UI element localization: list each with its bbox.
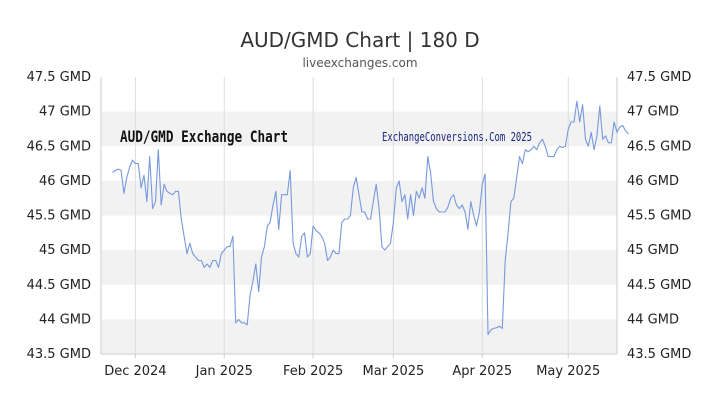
grid-band (101, 319, 617, 354)
series-line (112, 100, 629, 336)
y-tick-label-left: 44 GMD (39, 312, 91, 327)
y-tick-label-left: 46 GMD (39, 174, 91, 189)
watermark-left: AUD/GMD Exchange Chart (120, 127, 288, 146)
y-tick-label-left: 47 GMD (39, 105, 91, 120)
x-tick-label: May 2025 (536, 364, 600, 379)
x-tick-label: Apr 2025 (452, 364, 512, 379)
y-tick-label-left: 45 GMD (39, 243, 91, 258)
grid-band (101, 250, 617, 285)
watermark-right: ExchangeConversions.Com 2025 (382, 130, 532, 144)
y-tick-label-left: 47.5 GMD (27, 70, 91, 85)
y-tick-label-left: 43.5 GMD (27, 347, 91, 362)
y-tick-label-left: 46.5 GMD (27, 139, 91, 154)
x-tick-label: Feb 2025 (283, 364, 343, 379)
grid-band (101, 111, 617, 147)
y-tick-label-right: 46 GMD (627, 174, 679, 189)
y-tick-label-right: 44.5 GMD (627, 278, 691, 293)
y-tick-label-right: 44 GMD (627, 312, 679, 327)
y-tick-label-left: 44.5 GMD (27, 278, 91, 293)
chart-title: AUD/GMD Chart | 180 D (240, 28, 479, 52)
y-tick-label-right: 46.5 GMD (627, 139, 691, 154)
chart-subtitle: liveexchanges.com (302, 56, 417, 70)
y-tick-label-right: 45.5 GMD (627, 209, 691, 224)
y-tick-label-right: 47 GMD (627, 105, 679, 120)
x-tick-label: Jan 2025 (195, 364, 253, 379)
x-tick-label: Dec 2024 (104, 364, 166, 379)
y-tick-label-right: 43.5 GMD (627, 347, 691, 362)
x-tick-label: Mar 2025 (363, 364, 425, 379)
y-tick-label-right: 47.5 GMD (627, 70, 691, 85)
y-tick-label-left: 45.5 GMD (27, 209, 91, 224)
y-tick-label-right: 45 GMD (627, 243, 679, 258)
grid-band (101, 180, 617, 216)
